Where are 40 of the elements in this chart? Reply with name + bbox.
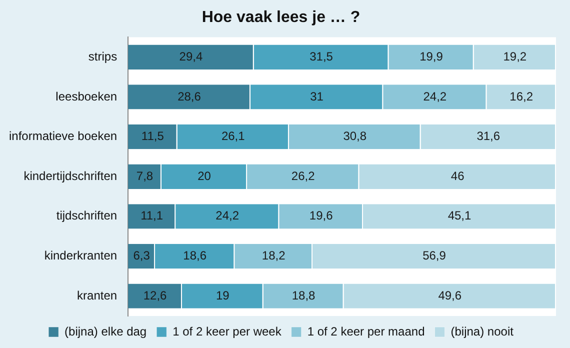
data-label: 24,2 <box>216 208 240 223</box>
data-label: 29,4 <box>179 49 203 64</box>
data-label: 11,1 <box>140 208 164 223</box>
legend-label: 1 of 2 keer per week <box>172 324 282 338</box>
y-tick-label: informatieve boeken <box>8 129 118 144</box>
data-label: 30,8 <box>343 129 367 144</box>
data-label: 19,9 <box>420 49 444 64</box>
data-label: 24,2 <box>423 89 447 104</box>
data-label: 18,6 <box>183 248 207 263</box>
y-tick-label: kranten <box>77 288 118 302</box>
data-label: 49,6 <box>438 288 462 302</box>
data-label: 46 <box>450 168 465 183</box>
data-label: 6,3 <box>133 248 150 263</box>
data-label: 20 <box>198 168 212 183</box>
chart-title: Hoe vaak lees je … ? <box>202 9 360 26</box>
data-label: 18,2 <box>262 248 286 263</box>
data-label: 31,6 <box>476 129 500 144</box>
legend-label: (bijna) elke dag <box>64 324 147 338</box>
y-tick-label: kinderkranten <box>44 248 118 263</box>
data-label: 12,6 <box>143 288 168 302</box>
data-label: 26,1 <box>221 129 246 144</box>
data-label: 11,5 <box>141 129 164 144</box>
legend-label: (bijna) nooit <box>450 324 514 338</box>
data-label: 31 <box>310 89 324 104</box>
data-label: 45,1 <box>448 208 472 223</box>
data-label: 19,6 <box>309 208 334 223</box>
data-label: 31,5 <box>310 49 334 64</box>
legend-label: 1 of 2 keer per maand <box>307 324 425 338</box>
y-tick-label: kindertijdschriften <box>24 168 118 183</box>
y-tick-label: strips <box>88 49 118 64</box>
data-label: 56,9 <box>422 248 446 263</box>
y-tick-label: leesboeken <box>56 89 118 104</box>
data-label: 7,8 <box>136 168 154 183</box>
data-label: 16,2 <box>510 89 534 104</box>
data-label: 19,2 <box>503 49 527 64</box>
data-label: 18,8 <box>292 288 316 302</box>
data-label: 26,2 <box>291 168 316 183</box>
data-label: 28,6 <box>178 89 202 104</box>
data-label: 19 <box>216 288 230 302</box>
y-tick-label: tijdschriften <box>56 208 118 223</box>
